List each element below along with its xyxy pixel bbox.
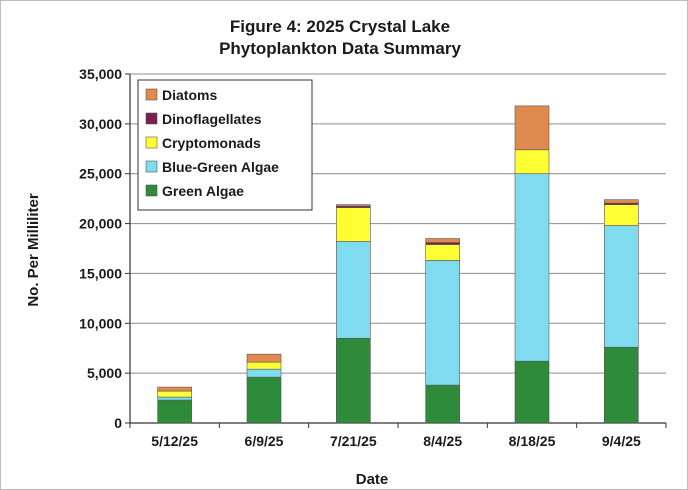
legend-label: Green Algae bbox=[162, 183, 244, 199]
y-tick-label: 0 bbox=[114, 415, 122, 431]
bar-segment-blue-green-algae bbox=[246, 368, 282, 378]
chart-title: Figure 4: 2025 Crystal Lake bbox=[230, 17, 450, 36]
bar-segment-green-algae bbox=[246, 376, 282, 424]
bar-segment-blue-green-algae bbox=[157, 396, 192, 401]
bar-segment-cryptomonads bbox=[246, 361, 282, 370]
bar-segment-green-algae bbox=[604, 346, 639, 424]
bar-segment-blue-green-algae bbox=[514, 173, 550, 362]
legend-label: Dinoflagellates bbox=[162, 111, 262, 127]
x-tick-label: 8/4/25 bbox=[423, 433, 462, 449]
chart-subtitle: Phytoplankton Data Summary bbox=[219, 39, 461, 58]
y-axis-title: No. Per Milliliter bbox=[25, 193, 42, 307]
bar-segment-green-algae bbox=[336, 337, 371, 424]
legend-label: Diatoms bbox=[162, 87, 217, 103]
bar-segment-green-algae bbox=[514, 360, 550, 424]
bar-segment-blue-green-algae bbox=[425, 260, 460, 386]
x-tick-label: 9/4/25 bbox=[602, 433, 641, 449]
bar-segment-diatoms bbox=[604, 199, 639, 204]
bar-segment-green-algae bbox=[157, 399, 192, 424]
legend-label: Cryptomonads bbox=[162, 135, 261, 151]
legend-swatch bbox=[145, 112, 158, 125]
y-tick-label: 35,000 bbox=[79, 66, 122, 82]
bar-segment-diatoms bbox=[514, 105, 550, 151]
bar-segment-cryptomonads bbox=[604, 204, 639, 226]
bar-segment-diatoms bbox=[157, 386, 192, 392]
x-tick-label: 8/18/25 bbox=[509, 433, 556, 449]
y-tick-label: 5,000 bbox=[87, 365, 122, 381]
bar-segment-diatoms bbox=[246, 353, 282, 363]
bar-segment-diatoms bbox=[425, 238, 460, 243]
bar-segment-cryptomonads bbox=[514, 149, 550, 175]
x-tick-label: 6/9/25 bbox=[245, 433, 284, 449]
y-tick-label: 20,000 bbox=[79, 216, 122, 232]
bar-segment-cryptomonads bbox=[336, 207, 371, 242]
x-axis-title: Date bbox=[356, 471, 389, 488]
legend-swatch bbox=[145, 136, 158, 149]
x-tick-label: 7/21/25 bbox=[330, 433, 377, 449]
bar-segment-blue-green-algae bbox=[336, 241, 371, 339]
bar-segment-blue-green-algae bbox=[604, 225, 639, 348]
x-tick-label: 5/12/25 bbox=[151, 433, 198, 449]
legend-label: Blue-Green Algae bbox=[162, 159, 279, 175]
bar-segment-green-algae bbox=[425, 384, 460, 424]
legend-box bbox=[137, 79, 313, 211]
legend: Diatoms Dinoflagellates Cryptomonads Blue-G… bbox=[137, 79, 313, 211]
bar-segment-cryptomonads bbox=[157, 390, 192, 398]
legend-swatch bbox=[145, 160, 158, 173]
legend-swatch bbox=[145, 184, 158, 197]
y-tick-label: 25,000 bbox=[79, 166, 122, 182]
legend-swatch bbox=[145, 88, 158, 101]
y-tick-label: 10,000 bbox=[79, 315, 122, 331]
y-tick-label: 15,000 bbox=[79, 265, 122, 281]
bar-segment-cryptomonads bbox=[425, 244, 460, 261]
bar-segment-diatoms bbox=[336, 204, 371, 207]
y-tick-label: 30,000 bbox=[79, 116, 122, 132]
